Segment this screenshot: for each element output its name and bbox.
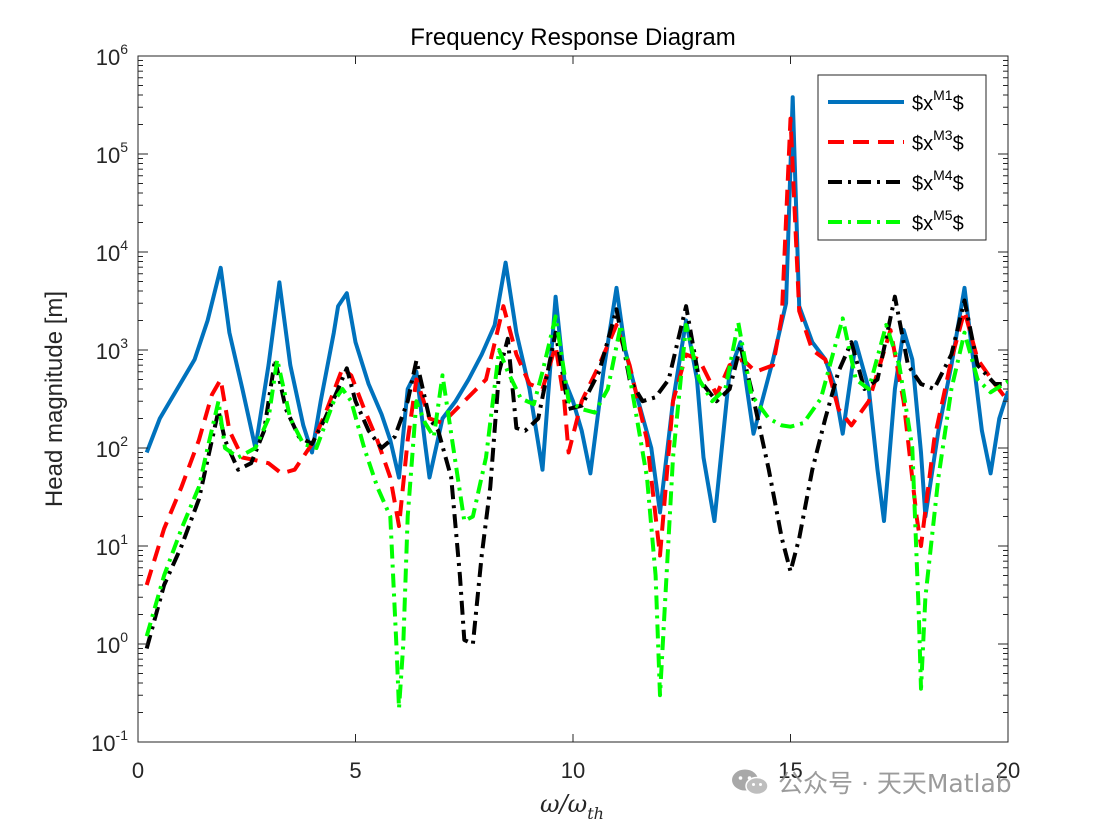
legend-label-4: $xM5$	[912, 207, 964, 235]
x-tick-label: 10	[561, 758, 585, 783]
x-tick-label: 5	[349, 758, 361, 783]
y-tick-label: 104	[96, 237, 128, 266]
y-tick-label: 103	[96, 335, 128, 364]
y-tick-label: 102	[96, 433, 128, 462]
x-tick-label: 0	[132, 758, 144, 783]
legend: $xM1$ $xM3$ $xM4$ $xM5$	[817, 74, 987, 241]
series-line-1	[144, 95, 1008, 523]
legend-label-3: $xM4$	[912, 167, 964, 195]
x-tick-label: 20	[996, 758, 1020, 783]
y-tick-label: 105	[96, 139, 128, 168]
chart-title: Frequency Response Diagram	[410, 24, 736, 51]
legend-label-1: $xM1$	[912, 87, 964, 115]
legend-label-2: $xM3$	[912, 127, 964, 155]
x-axis-label-main: ω/ω	[540, 790, 587, 818]
x-axis-label-sub: th	[587, 804, 604, 822]
y-tick-label: 106	[96, 41, 128, 70]
ticks-group: 0 5 10 15 20 10-1 100 101 102 103 104 105 106	[91, 41, 1020, 783]
x-tick-label: 15	[778, 758, 802, 783]
series-group	[144, 95, 1008, 711]
watermark: 公众号 · 天天Matlab	[730, 764, 1012, 800]
y-tick-label: 101	[96, 531, 128, 560]
series-line-2	[144, 116, 1008, 586]
wechat-icon	[732, 769, 769, 796]
y-tick-label: 10-1	[91, 727, 128, 756]
y-axis-label: Head magnitude [m]	[41, 291, 68, 507]
watermark-text: 公众号 · 天天Matlab	[778, 769, 1012, 798]
x-axis-label: ω/ωth	[540, 790, 604, 822]
series-line-4	[144, 314, 1008, 711]
y-tick-label: 100	[96, 629, 128, 658]
